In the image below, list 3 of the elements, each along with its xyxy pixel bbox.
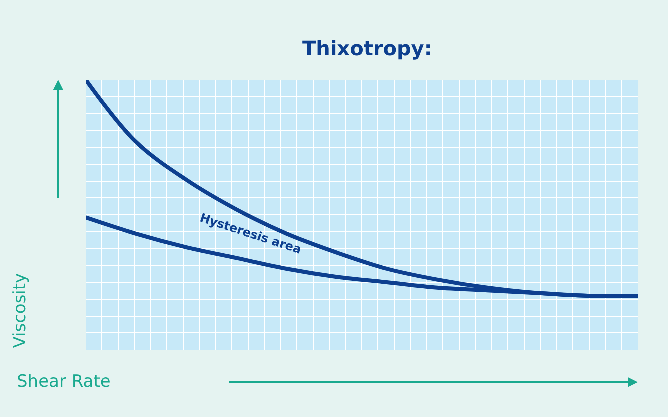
y-axis-title: Viscosity [10,273,30,348]
x-axis-title: Shear Rate [17,372,111,392]
chart-title: Thixotropy: [302,36,432,61]
